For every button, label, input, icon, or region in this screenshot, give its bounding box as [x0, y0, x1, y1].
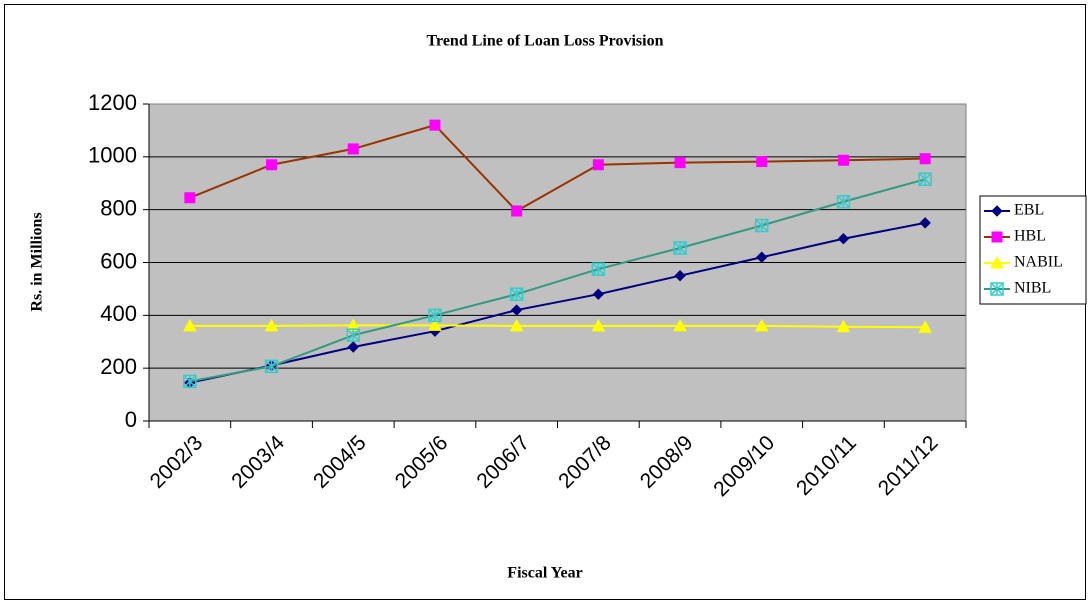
marker	[918, 172, 932, 187]
marker	[754, 318, 769, 332]
marker	[756, 251, 768, 263]
marker	[673, 241, 687, 255]
series-line	[189, 221, 926, 384]
marker	[429, 119, 441, 131]
marker	[755, 218, 769, 233]
marker	[511, 205, 523, 217]
legend-marker	[990, 282, 1004, 296]
marker	[264, 318, 279, 332]
marker	[837, 154, 849, 166]
marker	[264, 359, 279, 374]
legend-label: HBL	[1014, 228, 1046, 245]
marker	[919, 217, 931, 229]
marker	[346, 328, 360, 342]
legend-label: EBL	[1014, 202, 1044, 219]
marker	[919, 153, 931, 165]
marker	[428, 318, 442, 331]
marker	[836, 194, 851, 209]
y-tick-label: 1200	[88, 90, 137, 115]
legend-label: NIBL	[1014, 280, 1051, 297]
marker	[836, 319, 851, 333]
series-line	[189, 124, 926, 213]
marker	[837, 233, 850, 245]
marker	[592, 159, 604, 171]
y-tick-label: 800	[100, 195, 137, 220]
series-line	[189, 324, 926, 329]
marker	[592, 288, 605, 300]
marker	[591, 262, 606, 276]
marker	[183, 318, 197, 332]
marker	[266, 159, 278, 171]
marker	[184, 192, 196, 204]
marker	[591, 318, 606, 332]
legend-marker	[991, 205, 1003, 217]
chart-title: Trend Line of Loan Loss Provision	[427, 33, 664, 50]
legend-label: NABIL	[1014, 254, 1063, 271]
marker	[510, 304, 523, 316]
legend-marker	[991, 231, 1003, 243]
marker	[674, 157, 686, 169]
y-tick-label: 200	[100, 354, 137, 379]
y-axis-title: Rs. in Millions	[29, 212, 46, 311]
marker	[183, 374, 197, 389]
y-tick-label: 0	[125, 407, 137, 432]
marker	[428, 308, 442, 323]
marker	[509, 318, 524, 332]
y-tick-label: 1000	[88, 143, 137, 168]
marker	[674, 270, 686, 282]
marker	[673, 318, 687, 332]
marker	[347, 143, 359, 155]
y-tick-label: 600	[100, 248, 137, 273]
legend-marker	[990, 255, 1004, 269]
y-tick-label: 400	[100, 301, 137, 326]
x-axis-title: Fiscal Year	[507, 565, 582, 582]
series-line	[189, 178, 926, 383]
marker	[918, 320, 932, 333]
marker	[347, 341, 359, 353]
marker	[756, 156, 768, 168]
marker	[509, 287, 524, 301]
